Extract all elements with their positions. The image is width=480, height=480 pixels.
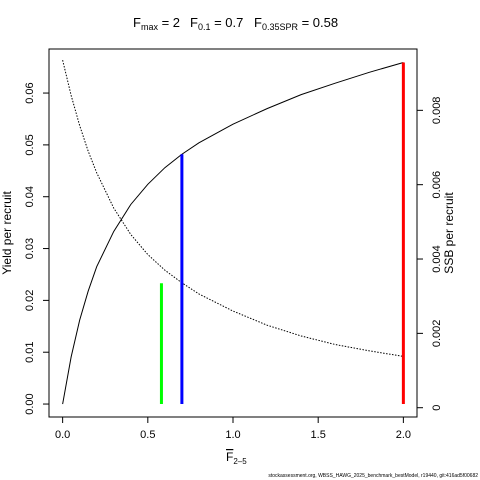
y-left-tick-label-1: 0.01 [24, 342, 36, 363]
x-tick-label-1: 0.5 [140, 429, 155, 441]
title-fmax: Fmax = 2 [133, 15, 180, 32]
x-axis: 0.0 0.5 1.0 1.5 2.0 [55, 417, 411, 441]
footnote: stockassessment.org, WBSS_HAWG_2025_benc… [268, 473, 478, 479]
reference-lines [159, 62, 405, 405]
x-tick-label-0: 0.0 [55, 429, 70, 441]
y-left-tick-label-3: 0.03 [24, 238, 36, 259]
ssb-per-recruit-line [62, 60, 404, 357]
title-f01: F0.1 = 0.7 [190, 15, 243, 32]
plot-frame [48, 48, 418, 418]
y-axis-left-label: Yield per recruit [0, 191, 14, 275]
yield-per-recruit-line [62, 61, 404, 405]
y-left-tick-label-2: 0.02 [24, 290, 36, 311]
x-tick-label-4: 2.0 [396, 429, 411, 441]
y-axis-right-label: SSB per recruit [442, 192, 456, 274]
y-right-tick-label-3: 0.006 [431, 171, 443, 199]
y-left-tick-label-5: 0.05 [24, 134, 36, 155]
y-axis-right: 0 0.002 0.004 0.006 0.008 [417, 97, 443, 411]
y-right-tick-label-4: 0.008 [431, 97, 443, 125]
x-tick-label-3: 1.5 [311, 429, 326, 441]
x-tick-label-2: 1.0 [225, 429, 240, 441]
chart-title: Fmax = 2 F0.1 = 0.7 F0.35SPR = 0.58 [133, 15, 338, 32]
y-left-tick-label-6: 0.06 [24, 82, 36, 103]
title-fspr: F0.35SPR = 0.58 [254, 15, 338, 32]
y-left-tick-label-0: 0.00 [24, 393, 36, 414]
x-axis-label: F2–5 [226, 450, 247, 466]
series-group [62, 60, 404, 405]
y-axis-left: 0.00 0.01 0.02 0.03 0.04 0.05 0.06 [24, 82, 49, 415]
y-right-tick-label-2: 0.004 [431, 245, 443, 273]
y-right-tick-label-1: 0.002 [431, 320, 443, 348]
y-left-tick-label-4: 0.04 [24, 186, 36, 207]
y-right-tick-label-0: 0 [431, 405, 443, 411]
